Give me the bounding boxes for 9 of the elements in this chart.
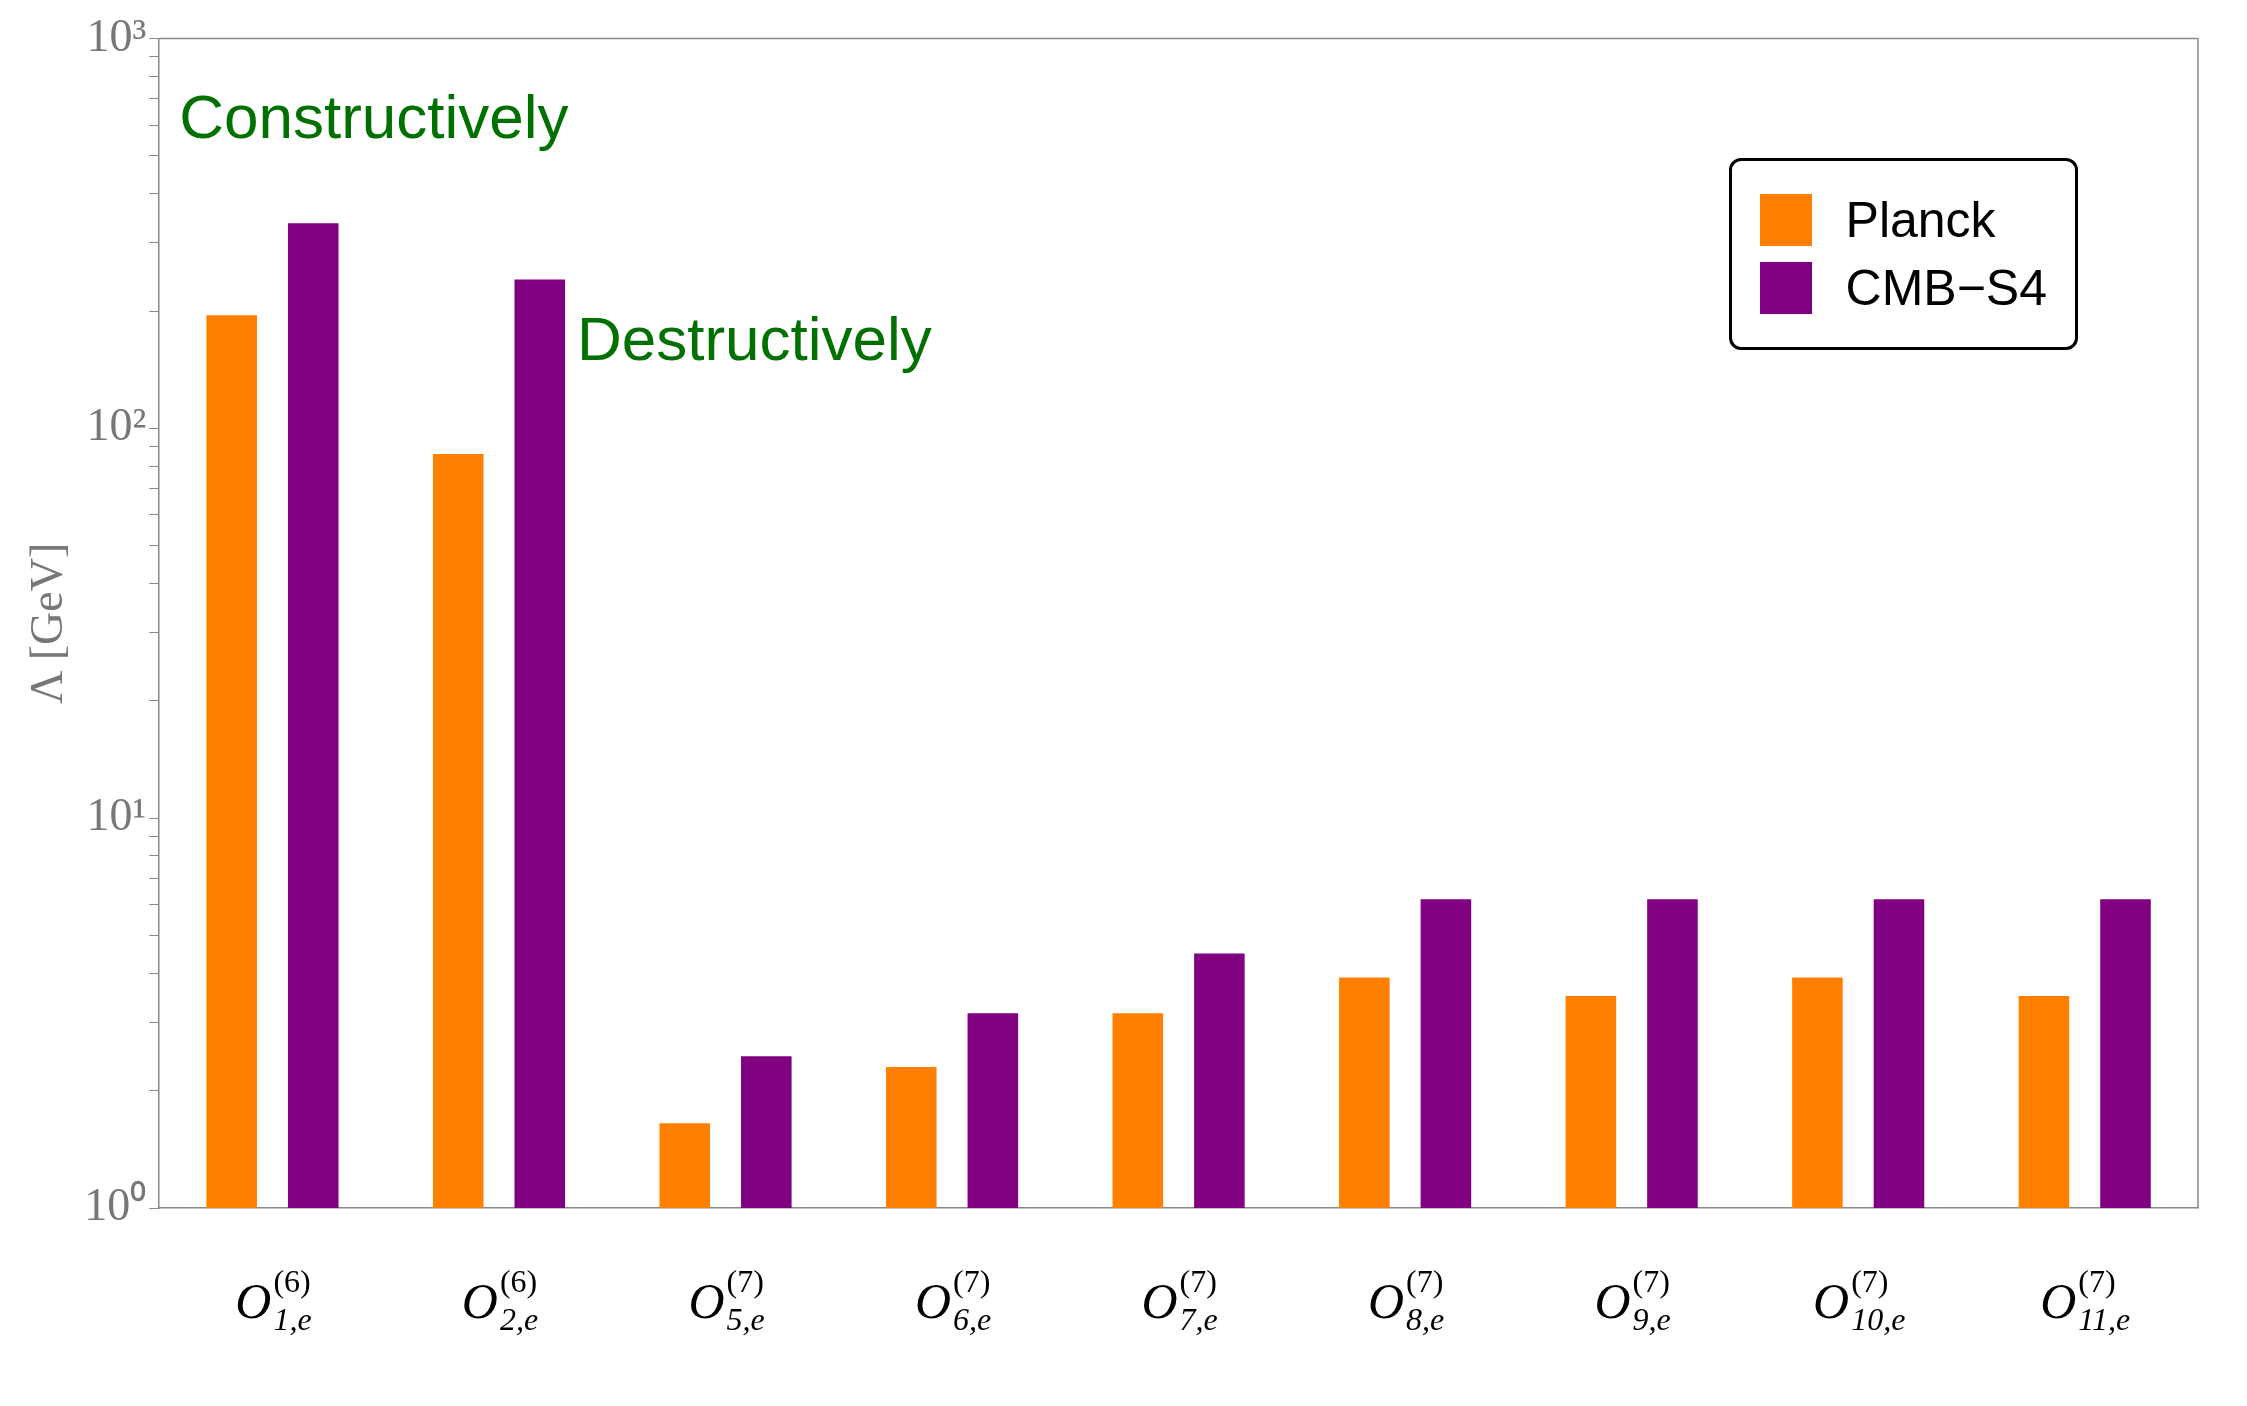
legend-label: CMB−S4 xyxy=(1845,259,2047,317)
y-tick-label: 10⁰ xyxy=(84,1179,147,1231)
y-tick-label: 10² xyxy=(86,399,147,451)
legend-label: Planck xyxy=(1845,191,1996,249)
annotation: Constructively xyxy=(179,81,569,151)
y-tick-label: 10¹ xyxy=(86,789,147,841)
annotation: Destructively xyxy=(576,303,932,373)
y-tick-label: 10³ xyxy=(86,9,147,61)
y-axis-title: Λ [GeV] xyxy=(20,542,72,704)
